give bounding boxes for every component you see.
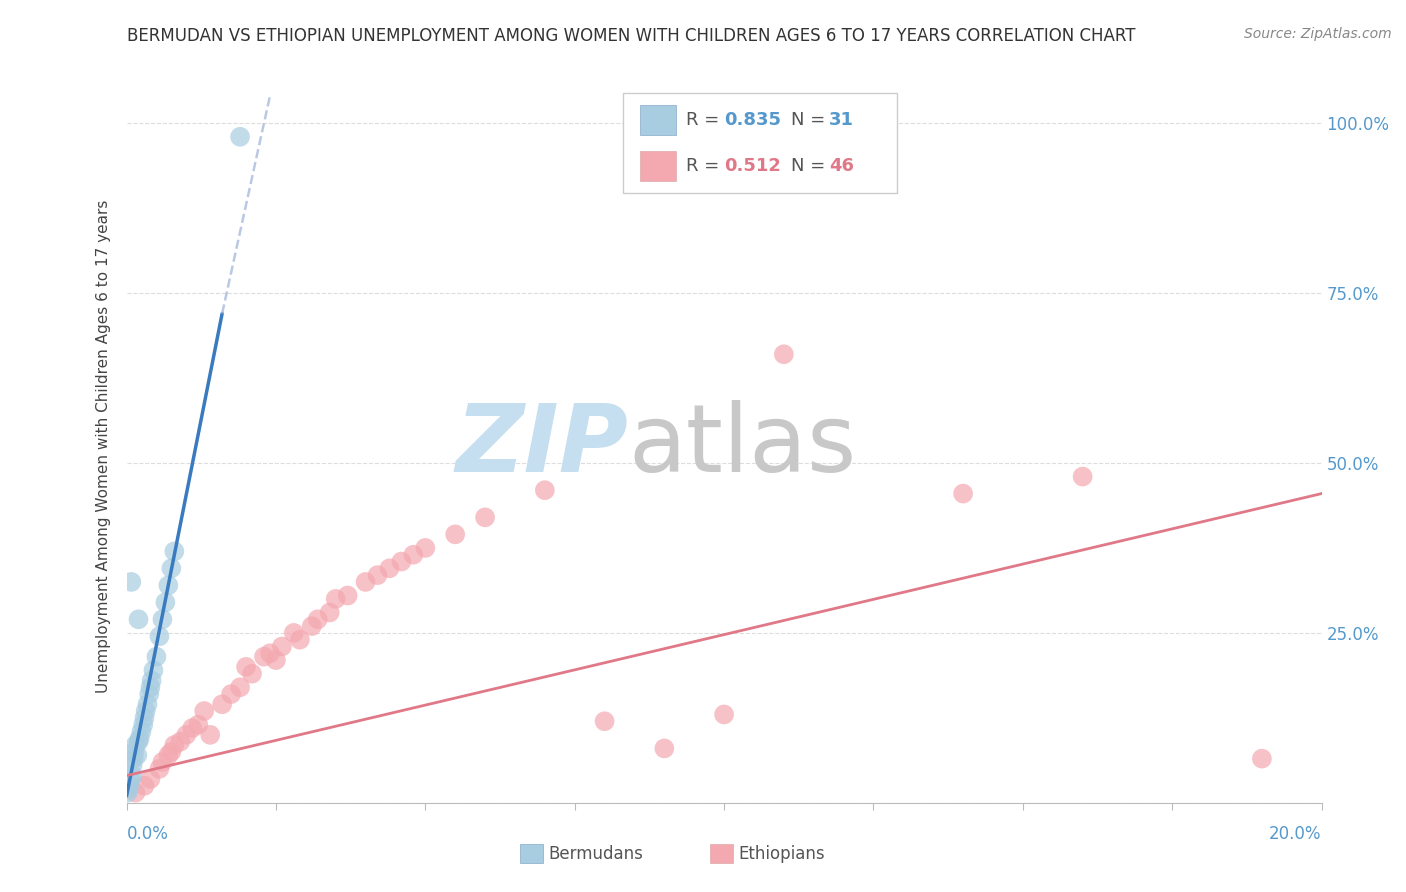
Point bbox=[134, 779, 156, 793]
Point bbox=[235, 660, 257, 674]
Text: R =: R = bbox=[686, 157, 725, 175]
Point bbox=[138, 687, 160, 701]
Point bbox=[187, 717, 209, 731]
Text: Bermudans: Bermudans bbox=[548, 845, 643, 863]
Point bbox=[121, 758, 143, 772]
Point bbox=[391, 555, 413, 569]
Point bbox=[366, 568, 388, 582]
Point bbox=[259, 646, 281, 660]
Point bbox=[354, 574, 377, 589]
Point bbox=[270, 640, 294, 654]
Text: 0.0%: 0.0% bbox=[127, 825, 169, 843]
Text: Source: ZipAtlas.com: Source: ZipAtlas.com bbox=[1244, 27, 1392, 41]
Point bbox=[139, 680, 162, 694]
Point bbox=[200, 728, 222, 742]
Point bbox=[134, 711, 156, 725]
Y-axis label: Unemployment Among Women with Children Ages 6 to 17 years: Unemployment Among Women with Children A… bbox=[96, 199, 111, 693]
Point bbox=[181, 721, 204, 735]
Point bbox=[325, 591, 347, 606]
Point bbox=[128, 731, 150, 746]
Point bbox=[127, 612, 149, 626]
Point bbox=[160, 745, 183, 759]
Point bbox=[127, 734, 149, 748]
Point bbox=[193, 704, 215, 718]
Point bbox=[139, 772, 162, 786]
Point bbox=[142, 663, 165, 677]
Point bbox=[288, 632, 311, 647]
Point bbox=[474, 510, 496, 524]
Text: 46: 46 bbox=[830, 157, 855, 175]
Point bbox=[713, 707, 735, 722]
Point bbox=[131, 724, 153, 739]
Point bbox=[157, 748, 180, 763]
Point bbox=[229, 680, 252, 694]
Point bbox=[378, 561, 401, 575]
Point bbox=[127, 748, 149, 763]
Point bbox=[145, 649, 167, 664]
Point bbox=[120, 772, 142, 786]
Point bbox=[122, 751, 145, 765]
Point bbox=[773, 347, 796, 361]
Point bbox=[652, 741, 675, 756]
Point bbox=[253, 649, 276, 664]
Point bbox=[174, 728, 197, 742]
Point bbox=[402, 548, 425, 562]
Point bbox=[318, 606, 342, 620]
Point bbox=[301, 619, 323, 633]
Point bbox=[534, 483, 557, 498]
Point bbox=[121, 769, 143, 783]
Point bbox=[148, 629, 170, 643]
Point bbox=[283, 626, 305, 640]
FancyBboxPatch shape bbox=[623, 93, 897, 193]
Text: 0.835: 0.835 bbox=[724, 111, 782, 128]
Text: N =: N = bbox=[792, 157, 831, 175]
Point bbox=[118, 779, 141, 793]
Point bbox=[120, 574, 142, 589]
Point bbox=[229, 129, 252, 144]
Point bbox=[136, 698, 159, 712]
Point bbox=[415, 541, 437, 555]
Point bbox=[163, 738, 186, 752]
Point bbox=[148, 762, 170, 776]
Text: 0.512: 0.512 bbox=[724, 157, 780, 175]
Text: atlas: atlas bbox=[628, 400, 856, 492]
Point bbox=[1251, 751, 1274, 765]
Text: BERMUDAN VS ETHIOPIAN UNEMPLOYMENT AMONG WOMEN WITH CHILDREN AGES 6 TO 17 YEARS : BERMUDAN VS ETHIOPIAN UNEMPLOYMENT AMONG… bbox=[127, 27, 1135, 45]
Point bbox=[124, 738, 146, 752]
FancyBboxPatch shape bbox=[640, 151, 676, 181]
Point bbox=[141, 673, 163, 688]
Point bbox=[157, 578, 180, 592]
Point bbox=[211, 698, 233, 712]
Text: ZIP: ZIP bbox=[456, 400, 628, 492]
Point bbox=[1071, 469, 1094, 483]
Point bbox=[240, 666, 263, 681]
Point bbox=[124, 786, 146, 800]
Text: 31: 31 bbox=[830, 111, 855, 128]
Text: Ethiopians: Ethiopians bbox=[738, 845, 825, 863]
Text: N =: N = bbox=[792, 111, 831, 128]
Point bbox=[135, 704, 157, 718]
Point bbox=[152, 612, 174, 626]
Point bbox=[117, 782, 139, 797]
Point bbox=[117, 786, 139, 800]
Point bbox=[307, 612, 329, 626]
Point bbox=[264, 653, 287, 667]
Point bbox=[593, 714, 616, 729]
Point bbox=[124, 745, 146, 759]
Text: 20.0%: 20.0% bbox=[1270, 825, 1322, 843]
Point bbox=[152, 755, 174, 769]
Point bbox=[155, 595, 177, 609]
Point bbox=[169, 734, 191, 748]
Point bbox=[219, 687, 242, 701]
FancyBboxPatch shape bbox=[640, 104, 676, 135]
Point bbox=[132, 717, 155, 731]
Text: R =: R = bbox=[686, 111, 725, 128]
Point bbox=[160, 561, 183, 575]
Point bbox=[444, 527, 467, 541]
Point bbox=[952, 486, 974, 500]
Point bbox=[163, 544, 186, 558]
Point bbox=[336, 589, 359, 603]
